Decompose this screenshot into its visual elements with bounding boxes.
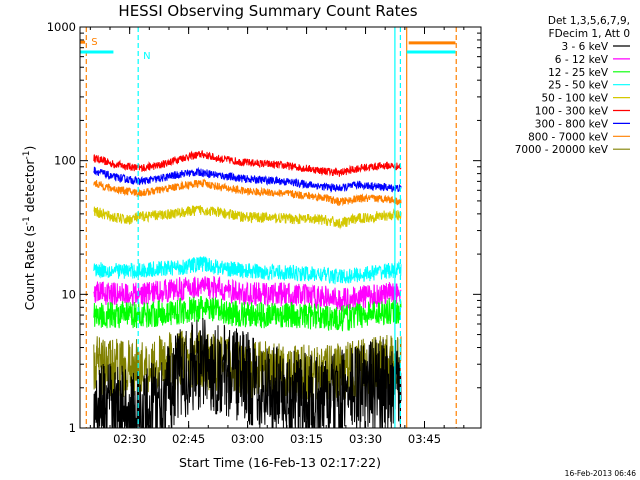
y-axis-label: Count Rate (s-1 detector-1) <box>22 146 37 311</box>
series-line-25-50-keV <box>93 256 402 285</box>
series-line-3-6-keV <box>93 317 402 428</box>
timestamp-footer: 16-Feb-2013 06:46 <box>565 469 637 478</box>
legend-label: 12 - 25 keV <box>548 67 609 79</box>
series-line-300-800-keV <box>93 166 402 193</box>
series-layer <box>93 150 402 428</box>
x-tick-label: 03:15 <box>290 432 323 446</box>
x-tick-label: 03:30 <box>349 432 382 446</box>
y-axis-label-main: Count Rate (s <box>22 225 37 310</box>
x-axis-label: Start Time (16-Feb-13 02:17:22) <box>179 455 381 470</box>
legend-label: 300 - 800 keV <box>535 118 609 130</box>
x-tick-label: 03:45 <box>408 432 441 446</box>
series-line-12-25-keV <box>93 296 402 332</box>
legend: Det 1,3,5,6,7,9, FDecim 1, Att 0 3 - 6 k… <box>515 15 630 156</box>
y-axis-label-mid: detector <box>22 159 37 217</box>
x-tick-label: 03:00 <box>231 432 264 446</box>
legend-label: 800 - 7000 keV <box>528 131 609 143</box>
axis-ticks: 1 10 100 1000 02:30 02:45 03:00 03:15 03:30 03:45 <box>47 20 481 446</box>
flag-label: N <box>143 51 150 62</box>
legend-header-line-2: FDecim 1, Att 0 <box>549 28 630 40</box>
legend-label: 100 - 300 keV <box>535 106 609 118</box>
series-line-800-7000-keV <box>93 178 402 207</box>
legend-label: 7000 - 20000 keV <box>515 144 609 156</box>
x-tick-label: 02:30 <box>113 432 146 446</box>
y-axis-label-sup1: -1 <box>22 216 32 225</box>
y-tick-label: 1 <box>69 421 76 435</box>
overlay-layer <box>80 27 457 428</box>
legend-header-line-1: Det 1,3,5,6,7,9, <box>548 15 630 27</box>
series-line-100-300-keV <box>93 150 402 177</box>
legend-label: 6 - 12 keV <box>555 54 609 66</box>
y-axis-label-sup2: -1 <box>22 151 32 160</box>
series-line-50-100-keV <box>93 205 402 230</box>
legend-label: 25 - 50 keV <box>548 80 609 92</box>
y-tick-label: 1000 <box>47 20 76 34</box>
y-tick-label: 10 <box>61 287 76 301</box>
plot-frame <box>79 26 482 429</box>
y-axis-label-end: ) <box>22 146 37 151</box>
legend-label: 50 - 100 keV <box>541 93 608 105</box>
chart-title: HESSI Observing Summary Count Rates <box>118 2 417 20</box>
y-tick-label: 100 <box>54 154 76 168</box>
flag-label: S <box>91 37 97 48</box>
x-tick-label: 02:45 <box>172 432 205 446</box>
series-line-6-12-keV <box>93 275 402 312</box>
legend-label: 3 - 6 keV <box>561 41 608 53</box>
